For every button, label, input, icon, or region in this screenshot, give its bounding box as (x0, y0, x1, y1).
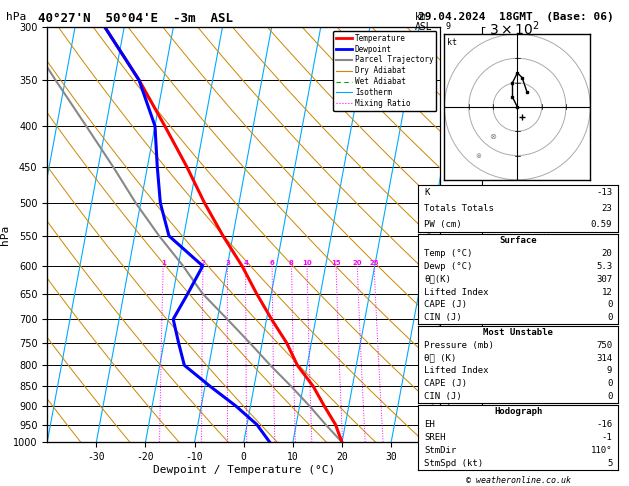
Text: 29.04.2024  18GMT  (Base: 06): 29.04.2024 18GMT (Base: 06) (418, 12, 614, 22)
Text: Totals Totals: Totals Totals (425, 204, 494, 213)
Text: CIN (J): CIN (J) (425, 392, 462, 401)
Text: 23: 23 (601, 204, 612, 213)
Text: © weatheronline.co.uk: © weatheronline.co.uk (466, 476, 571, 486)
Y-axis label: hPa: hPa (0, 225, 10, 244)
Text: 3: 3 (225, 260, 230, 266)
Text: hPa: hPa (6, 12, 26, 22)
Text: -16: -16 (596, 420, 612, 429)
Text: LCL: LCL (443, 365, 458, 374)
Text: 2: 2 (446, 361, 451, 370)
Text: 9: 9 (607, 366, 612, 375)
Text: -1: -1 (601, 433, 612, 442)
Text: 5: 5 (607, 459, 612, 469)
Text: 2: 2 (201, 260, 205, 266)
Text: ⊗: ⊗ (476, 153, 481, 158)
Text: 0: 0 (607, 379, 612, 388)
Text: Temp (°C): Temp (°C) (425, 249, 472, 258)
Text: 110°: 110° (591, 446, 612, 455)
Text: θᴇ (K): θᴇ (K) (425, 354, 457, 363)
Text: SREH: SREH (425, 433, 446, 442)
Text: 6: 6 (446, 199, 451, 208)
Text: 12: 12 (601, 288, 612, 296)
Legend: Temperature, Dewpoint, Parcel Trajectory, Dry Adiabat, Wet Adiabat, Isotherm, Mi: Temperature, Dewpoint, Parcel Trajectory… (333, 31, 437, 111)
Text: ⊗: ⊗ (489, 132, 496, 140)
Text: 5.3: 5.3 (596, 262, 612, 271)
Text: Pressure (mb): Pressure (mb) (425, 341, 494, 350)
Text: kt: kt (447, 38, 457, 48)
Text: 0.59: 0.59 (591, 220, 612, 229)
Text: 6: 6 (270, 260, 274, 266)
Text: -13: -13 (596, 188, 612, 197)
Text: 8: 8 (289, 260, 294, 266)
Text: 15: 15 (331, 260, 341, 266)
Text: 0: 0 (607, 300, 612, 310)
Text: Most Unstable: Most Unstable (483, 328, 554, 337)
Text: 20: 20 (352, 260, 362, 266)
Text: 0: 0 (607, 392, 612, 401)
Text: 4: 4 (446, 314, 451, 324)
Text: 4: 4 (243, 260, 248, 266)
Text: 314: 314 (596, 354, 612, 363)
Text: 20: 20 (601, 249, 612, 258)
Text: 25: 25 (369, 260, 379, 266)
Text: km
ASL: km ASL (415, 12, 433, 32)
Text: CAPE (J): CAPE (J) (425, 300, 467, 310)
Text: 7: 7 (446, 122, 451, 131)
Text: Lifted Index: Lifted Index (425, 288, 489, 296)
Text: 750: 750 (596, 341, 612, 350)
Text: Surface: Surface (499, 236, 537, 245)
Text: Lifted Index: Lifted Index (425, 366, 489, 375)
Text: 10: 10 (302, 260, 312, 266)
Text: Dewp (°C): Dewp (°C) (425, 262, 472, 271)
Text: 5: 5 (446, 261, 451, 270)
Text: θᴇ(K): θᴇ(K) (425, 275, 451, 284)
Text: CAPE (J): CAPE (J) (425, 379, 467, 388)
Text: 0: 0 (607, 313, 612, 322)
Text: 40°27'N  50°04'E  -3m  ASL: 40°27'N 50°04'E -3m ASL (38, 12, 233, 25)
Text: 1: 1 (161, 260, 165, 266)
Text: 3: 3 (446, 338, 451, 347)
Text: CIN (J): CIN (J) (425, 313, 462, 322)
Text: 9: 9 (446, 22, 451, 31)
Text: StmSpd (kt): StmSpd (kt) (425, 459, 484, 469)
Text: 1: 1 (446, 401, 451, 410)
Text: PW (cm): PW (cm) (425, 220, 462, 229)
Text: Hodograph: Hodograph (494, 407, 542, 416)
Text: K: K (425, 188, 430, 197)
Text: StmDir: StmDir (425, 446, 457, 455)
Text: EH: EH (425, 420, 435, 429)
X-axis label: Dewpoint / Temperature (°C): Dewpoint / Temperature (°C) (153, 465, 335, 475)
Text: 307: 307 (596, 275, 612, 284)
Y-axis label: Mixing Ratio (g/kg): Mixing Ratio (g/kg) (543, 187, 552, 282)
